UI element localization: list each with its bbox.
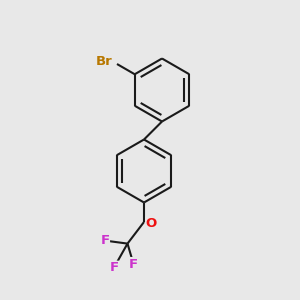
- Text: F: F: [110, 261, 118, 274]
- Text: O: O: [146, 217, 157, 230]
- Text: F: F: [129, 257, 138, 271]
- Text: Br: Br: [96, 55, 112, 68]
- Text: F: F: [100, 234, 109, 247]
